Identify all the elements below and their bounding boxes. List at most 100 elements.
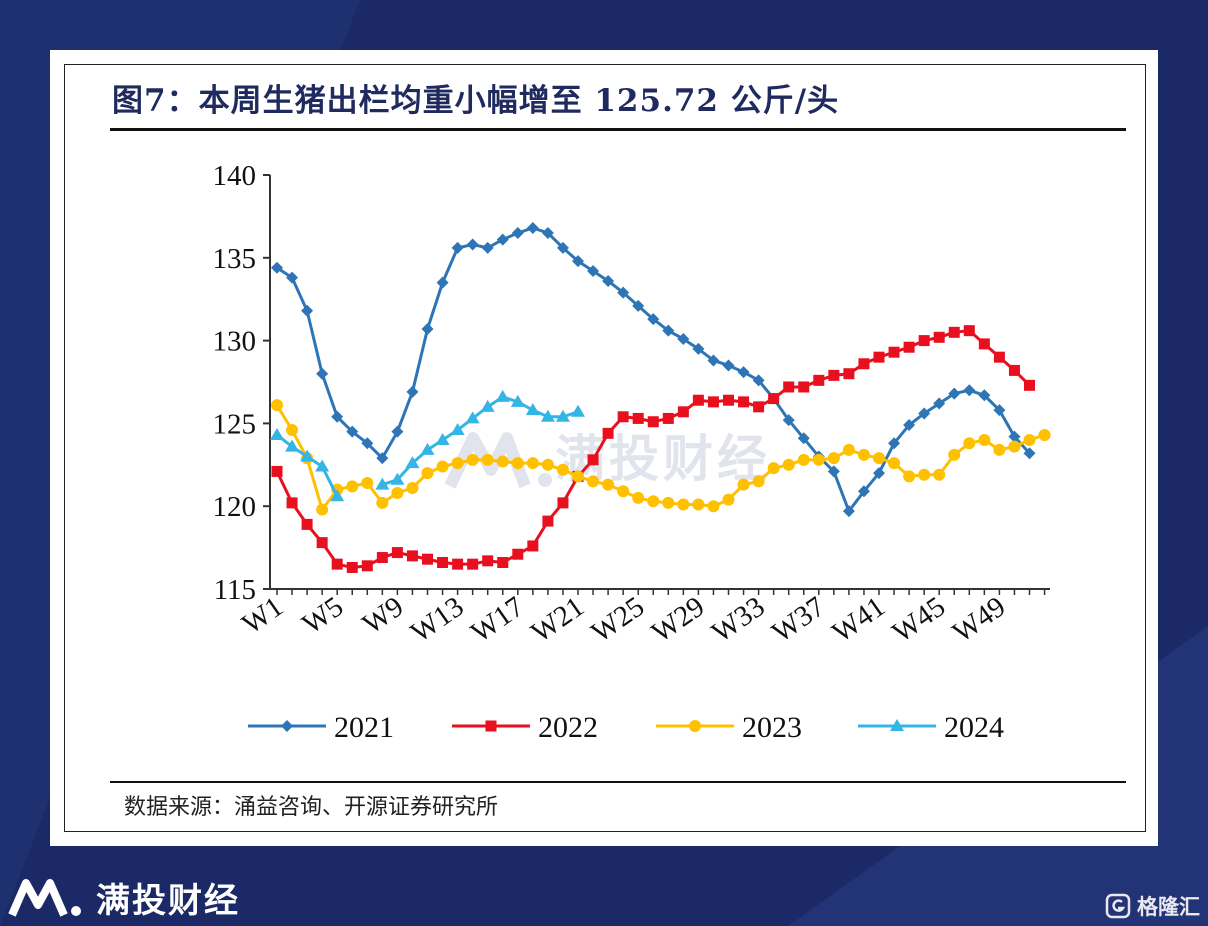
brand-logo: 满投财经 (8, 872, 240, 922)
corner-logo-text: 格隆汇 (1137, 895, 1200, 919)
data-point-2022 (452, 558, 464, 570)
data-point-2023 (541, 458, 554, 471)
data-point-2023 (391, 486, 404, 499)
data-point-2024 (450, 423, 465, 436)
data-point-2024 (435, 432, 450, 445)
data-point-2021 (466, 238, 479, 251)
data-point-2021 (406, 385, 419, 398)
data-point-2022 (331, 558, 343, 570)
data-point-2021 (827, 465, 840, 478)
data-point-2021 (316, 367, 329, 380)
data-point-2021 (526, 221, 539, 234)
data-point-2021 (301, 304, 314, 317)
data-point-2023 (918, 468, 931, 481)
chart-card: 图7：本周生猪出栏均重小幅增至 125.72 公斤/头 满投财经 115 120 1… (50, 50, 1158, 846)
data-point-2022 (993, 351, 1005, 363)
data-point-2022 (873, 351, 885, 363)
data-point-2021 (737, 366, 750, 379)
data-point-2023 (1038, 428, 1051, 441)
data-point-2021 (888, 437, 901, 450)
data-point-2023 (1008, 440, 1021, 453)
data-point-2023 (978, 433, 991, 446)
data-point-2022 (406, 550, 418, 562)
data-point-2024 (540, 409, 555, 422)
data-point-2021 (677, 332, 690, 345)
data-point-2022 (647, 416, 659, 428)
data-point-2024 (495, 389, 510, 402)
data-point-2024 (571, 404, 585, 417)
data-point-2021 (481, 241, 494, 254)
data-point-2023 (752, 475, 765, 488)
data-point-2021 (541, 226, 554, 239)
data-point-2023 (511, 457, 524, 470)
data-point-2021 (451, 241, 464, 254)
data-point-2022 (918, 335, 930, 347)
title-rule (110, 128, 1126, 131)
data-point-2021 (632, 299, 645, 312)
data-point-2022 (301, 518, 313, 530)
legend-label-2021: 2021 (334, 711, 394, 744)
data-point-2024 (300, 449, 315, 462)
data-point-2021 (602, 274, 615, 287)
series-line-2022 (275, 329, 1031, 569)
corner-logo: 格隆汇 (1105, 890, 1200, 922)
data-point-2021 (662, 324, 675, 337)
data-point-2023 (993, 443, 1006, 456)
data-point-2022 (813, 374, 825, 386)
data-point-2021 (782, 414, 795, 427)
x-tick-label: W13 (405, 591, 470, 650)
data-point-2022 (542, 515, 554, 527)
y-tick-label: 135 (213, 243, 257, 275)
data-point-2023 (647, 495, 660, 508)
data-point-2021 (286, 271, 299, 284)
data-point-2022 (587, 454, 599, 466)
data-point-2022 (467, 558, 479, 570)
data-point-2023 (857, 448, 870, 461)
data-point-2022 (1024, 379, 1035, 391)
data-point-2023 (602, 478, 615, 491)
brand-mark-icon (8, 879, 81, 917)
series-line-2021 (276, 226, 1031, 513)
data-point-2023 (842, 443, 855, 456)
corner-logo-icon (1105, 893, 1131, 919)
data-point-2023 (933, 468, 946, 481)
data-point-2023 (421, 467, 434, 480)
data-point-2023 (556, 463, 569, 476)
data-point-2021 (873, 467, 885, 480)
data-point-2023 (572, 470, 584, 483)
data-point-2022 (933, 331, 945, 343)
data-point-2022 (346, 561, 358, 573)
data-source-note: 数据来源：涌益咨询、开源证券研究所 (124, 795, 499, 820)
data-point-2021 (647, 313, 660, 326)
data-point-2023 (692, 498, 705, 511)
data-point-2022 (1008, 364, 1020, 376)
legend-marker-2024 (890, 719, 904, 731)
data-point-2023 (888, 457, 901, 470)
data-point-2021 (918, 407, 931, 420)
data-point-2022 (783, 381, 795, 393)
data-point-2023 (948, 448, 961, 461)
legend-label-2023: 2023 (742, 711, 802, 744)
data-point-2022 (888, 346, 900, 358)
data-point-2021 (752, 374, 765, 387)
data-point-2021 (692, 342, 705, 355)
data-point-2024 (330, 489, 345, 502)
data-point-2022 (316, 537, 328, 549)
legend-marker-2021 (281, 720, 293, 732)
y-tick-label: 120 (213, 491, 257, 523)
data-point-2023 (1023, 433, 1036, 446)
y-tick-label: 130 (213, 326, 257, 358)
y-tick-label: 140 (213, 160, 257, 192)
data-point-2022 (948, 326, 960, 338)
data-point-2024 (555, 409, 570, 422)
data-point-2022 (497, 557, 509, 569)
data-point-2023 (707, 500, 720, 513)
data-point-2022 (963, 325, 975, 337)
data-point-2023 (406, 481, 419, 494)
data-point-2023 (346, 480, 359, 493)
data-point-2022 (286, 497, 298, 509)
data-point-2022 (512, 548, 524, 560)
data-point-2022 (271, 465, 283, 477)
data-point-2024 (465, 411, 480, 424)
data-point-2021 (556, 241, 569, 254)
